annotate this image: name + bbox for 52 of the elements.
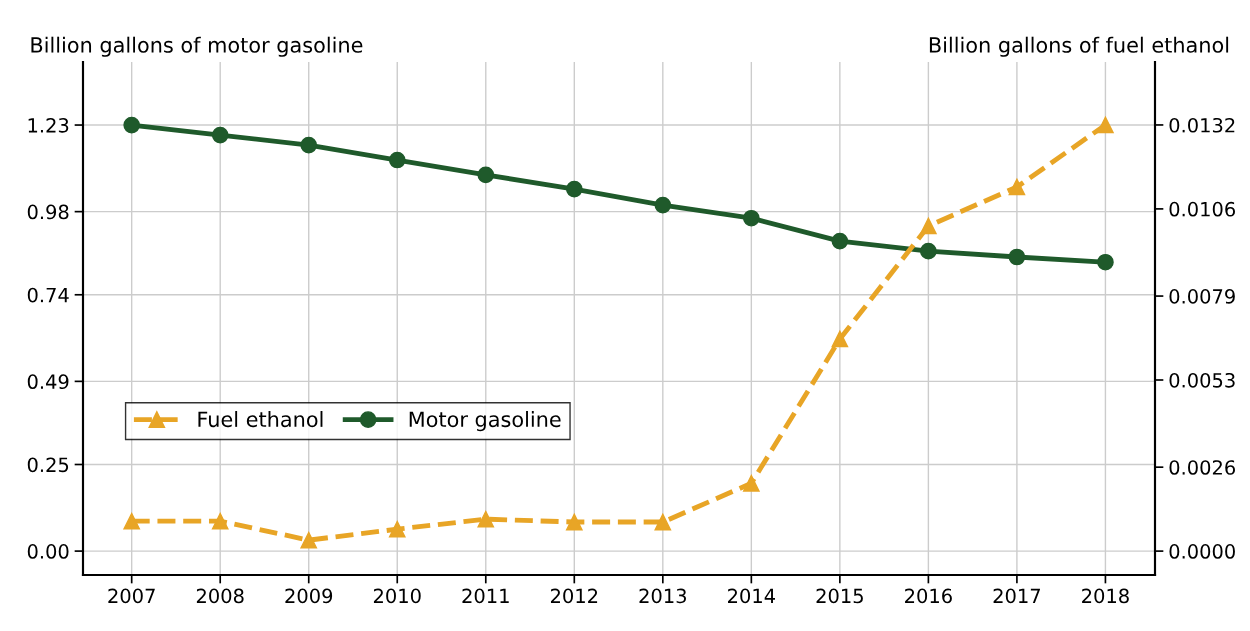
y2-tick-label: 0.0026	[1169, 460, 1236, 475]
point	[654, 196, 672, 214]
x-tick-label: 2018	[1082, 588, 1129, 604]
x-tick-label: 2016	[905, 588, 952, 604]
y-tick-label: 0.49	[27, 374, 69, 390]
x-tick-label: 2007	[108, 588, 155, 604]
y-tick-label: 1.23	[28, 118, 69, 133]
point	[211, 512, 229, 530]
point	[565, 180, 583, 198]
x-tick-label: 2015	[816, 588, 863, 604]
point	[920, 217, 937, 235]
point	[1008, 248, 1026, 266]
x-tick-label: 2009	[285, 588, 333, 604]
y2-tick-label: 0.0053	[1169, 372, 1235, 388]
point	[565, 513, 583, 531]
x-tick-label: 2014	[728, 588, 775, 604]
point	[123, 512, 141, 530]
point	[1008, 178, 1026, 196]
y-tick-label: 0.98	[27, 204, 69, 220]
legend-label: Fuel ethanol	[198, 411, 323, 428]
point	[743, 209, 760, 227]
y2-tick-label: 0.0079	[1169, 289, 1235, 304]
y-tick-label: 0.74	[27, 287, 69, 303]
point	[831, 232, 849, 250]
x-tick-label: 2013	[639, 588, 686, 604]
point	[920, 242, 937, 260]
y-tick-label: 0.25	[27, 457, 69, 473]
y2-axis-title: Billion gallons of fuel ethanol	[929, 36, 1229, 57]
y-axis-title: Billion gallons of motor gasoline	[31, 36, 363, 57]
point	[831, 330, 849, 348]
point	[477, 510, 495, 528]
point	[1097, 253, 1114, 271]
x-tick-label: 2012	[550, 588, 598, 604]
point	[743, 474, 760, 492]
point	[300, 531, 318, 549]
x-tick-label: 2008	[196, 588, 244, 604]
y-tick-label: 0.00	[27, 544, 69, 559]
point	[654, 513, 672, 531]
y2-tick-label: 0.0000	[1169, 544, 1235, 559]
y2-tick-label: 0.0132	[1169, 117, 1235, 133]
point	[477, 166, 495, 184]
point	[388, 151, 406, 169]
point	[388, 520, 406, 538]
x-tick-label: 2011	[462, 588, 509, 604]
legend-label: Motor gasoline	[409, 411, 561, 432]
x-tick-label: 2017	[993, 588, 1040, 604]
point	[1097, 116, 1114, 134]
point	[123, 116, 141, 134]
x-tick-label: 2010	[373, 588, 421, 604]
y2-tick-label: 0.0106	[1169, 201, 1236, 217]
point	[211, 126, 229, 144]
point	[300, 136, 318, 154]
